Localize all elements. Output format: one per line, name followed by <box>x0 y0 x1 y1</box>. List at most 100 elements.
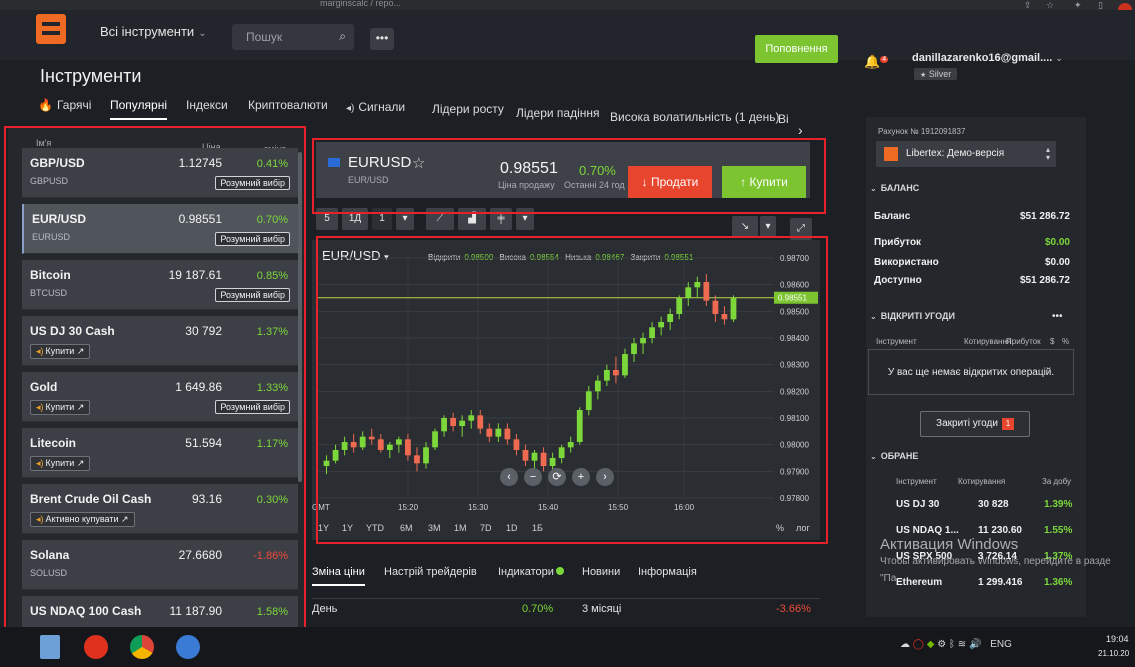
open-trades-header[interactable]: ⌄ ВІДКРИТІ УГОДИ <box>870 311 955 321</box>
browser-icon[interactable] <box>176 635 200 659</box>
all-instruments-dropdown[interactable]: Всі інструменти ⌄ <box>100 24 207 39</box>
notepad-icon[interactable] <box>40 635 60 659</box>
chrome-icon[interactable] <box>130 635 154 659</box>
reset-zoom-icon[interactable]: ⟳ <box>548 468 566 486</box>
smart-choice-button[interactable]: Розумний вибір <box>215 232 290 246</box>
draw-tool-icon[interactable]: ↘ <box>732 216 758 238</box>
balance-header[interactable]: ⌄ БАЛАНС <box>870 183 919 193</box>
instrument-row[interactable]: EUR/USD EURUSD 0.98551 0.70% Розумний вибір <box>22 204 298 254</box>
open-col-dollar[interactable]: $ <box>1050 337 1055 346</box>
deposit-button[interactable]: Поповнення <box>755 35 838 63</box>
favorite-row[interactable]: US NDAQ 1... 11 230.60 1.55% <box>896 525 1074 543</box>
range-1b[interactable]: 1Б <box>532 523 543 533</box>
tab-hot[interactable]: 🔥 Гарячі <box>38 98 91 112</box>
tab-news[interactable]: Новини <box>582 566 621 578</box>
tab-indicators[interactable]: Індикатори <box>498 566 564 578</box>
favorite-row[interactable]: Ethereum 1 299.416 1.36% <box>896 577 1074 595</box>
trend-up-icon: ↗ <box>121 514 129 524</box>
instrument-row[interactable]: US DJ 30 Cash 30 792 1.37% ◂) Купити ↗ <box>22 316 298 366</box>
zoom-in-icon[interactable]: + <box>572 468 590 486</box>
range-ytd[interactable]: YTD <box>366 523 384 533</box>
range-3m[interactable]: 3M <box>428 523 441 533</box>
steam-icon[interactable]: ⚙ <box>937 639 947 650</box>
instrument-row[interactable]: Brent Crude Oil Cash 93.16 0.30% ◂) Активно … <box>22 484 298 534</box>
volume-icon[interactable]: 🔊 <box>968 639 982 650</box>
instrument-row[interactable]: Solana SOLUSD 27.6680 -1.86% <box>22 540 298 590</box>
scroll-left-icon[interactable]: ‹ <box>500 468 518 486</box>
tab-price-change[interactable]: Зміна ціни <box>312 566 365 586</box>
scroll-right-icon[interactable]: › <box>596 468 614 486</box>
user-email[interactable]: danillazarenko16@gmail.... ⌄ <box>912 52 1063 64</box>
share-icon[interactable]: ⇪ <box>1024 0 1032 10</box>
favorite-quote: 1 299.416 <box>978 577 1023 588</box>
opera-icon[interactable] <box>84 635 108 659</box>
bell-icon[interactable]: 🔔 4 <box>864 54 889 69</box>
range-6m[interactable]: 6M <box>400 523 413 533</box>
favorites-header[interactable]: ⌄ ОБРАНЕ <box>870 451 918 461</box>
range-1y-b[interactable]: 1Y <box>342 523 354 533</box>
tab-trader-sentiment[interactable]: Настрій трейдерів <box>384 566 477 578</box>
favorite-star-icon[interactable]: ☆ <box>412 155 426 172</box>
url-text[interactable]: marginscalc / repo... <box>320 0 402 8</box>
tab-high-volatility[interactable]: Висока волатильність (1 день) <box>610 110 780 124</box>
instrument-row[interactable]: Gold 1 649.86 1.33% Розумний вибір ◂) Купити … <box>22 372 298 422</box>
favorite-row[interactable]: US DJ 30 30 828 1.39% <box>896 499 1074 517</box>
buy-button[interactable]: ↑ Купити <box>722 166 806 198</box>
clock-date[interactable]: 21.10.20 <box>1098 649 1130 658</box>
open-trades-more[interactable]: ••• <box>1052 311 1063 322</box>
buy-signal-tag[interactable]: ◂) Купити ↗ <box>30 400 91 415</box>
extensions-icon[interactable]: ✦ <box>1074 0 1082 10</box>
smart-choice-button[interactable]: Розумний вибір <box>215 400 290 414</box>
tab-signals[interactable]: ◂) Сигнали <box>346 100 405 114</box>
sidepanel-icon[interactable]: ▯ <box>1098 0 1103 10</box>
list-scrollbar[interactable] <box>298 152 302 482</box>
search-input[interactable]: Пошук ⌕ <box>232 24 354 50</box>
tab-info[interactable]: Інформація <box>638 566 697 578</box>
fullscreen-icon[interactable]: ⤢ <box>790 218 812 240</box>
instrument-row[interactable]: Litecoin 51.594 1.17% ◂) Купити ↗ <box>22 428 298 478</box>
tab-fall-leaders[interactable]: Лідери падіння <box>516 106 600 120</box>
nvidia-icon[interactable]: ◆ <box>926 639 935 650</box>
chevron-down-icon[interactable]: ▾ <box>760 216 776 238</box>
libertex-logo[interactable] <box>36 14 66 44</box>
buy-signal-tag[interactable]: ◂) Купити ↗ <box>30 456 91 471</box>
closed-trades-button[interactable]: Закриті угоди 1 <box>920 411 1030 437</box>
instrument-row[interactable]: Bitcoin BTCUSD 19 187.61 0.85% Розумний вибі… <box>22 260 298 310</box>
zoom-out-icon[interactable]: − <box>524 468 542 486</box>
language-indicator[interactable]: ENG <box>990 639 1012 650</box>
account-select[interactable]: Libertex: Демо-версія ▴ ▾ <box>876 141 1056 167</box>
open-col-percent[interactable]: % <box>1062 337 1070 346</box>
cloud-icon[interactable]: ☁ <box>900 639 910 650</box>
sell-button[interactable]: ↓ Продати <box>628 166 712 198</box>
bluetooth-icon[interactable]: ᛒ <box>949 639 955 650</box>
wifi-icon[interactable]: ≋ <box>957 639 967 650</box>
chart-symbol-dropdown[interactable]: EUR/USD ▾ <box>322 248 389 263</box>
tab-indices[interactable]: Індекси <box>186 98 228 112</box>
fav-col-instrument: Інструмент <box>896 477 937 486</box>
all-instruments-label: Всі інструменти <box>100 24 195 39</box>
range-1m[interactable]: 1M <box>454 523 467 533</box>
range-7d[interactable]: 7D <box>480 523 492 533</box>
scale-log[interactable]: лог <box>796 523 810 533</box>
tab-popular[interactable]: Популярні <box>110 98 167 120</box>
smart-choice-button[interactable]: Розумний вибір <box>215 176 290 190</box>
price-chart[interactable]: EUR/USD ▾ Відкрити 0.98500 Висока 0.98554 … <box>312 240 820 540</box>
clock-time[interactable]: 19:04 <box>1106 634 1129 644</box>
tab-growth-leaders[interactable]: Лідери росту <box>432 102 504 116</box>
bookmark-star-icon[interactable]: ☆ <box>1046 0 1055 10</box>
more-button[interactable]: ••• <box>370 28 394 50</box>
instrument-row[interactable]: GBP/USD GBPUSD 1.12745 0.41% Розумний вибір <box>22 148 298 198</box>
scale-percent[interactable]: % <box>776 523 785 533</box>
range-1y-a[interactable]: 1Y <box>318 523 330 533</box>
candle-body <box>495 428 502 437</box>
smart-choice-button[interactable]: Розумний вибір <box>215 288 290 302</box>
buy-signal-tag[interactable]: ◂) Активно купувати ↗ <box>30 512 135 527</box>
favorite-row[interactable]: US SPX 500 3 726.14 1.37% <box>896 551 1074 569</box>
buy-signal-tag[interactable]: ◂) Купити ↗ <box>30 344 91 359</box>
tab-crypto[interactable]: Криптовалюти <box>248 98 328 112</box>
instrument-price: 1.12745 <box>178 156 222 170</box>
tabs-scroll-right-icon[interactable]: › <box>798 122 803 138</box>
tab-more[interactable]: Ві <box>778 112 789 126</box>
opera-tray-icon[interactable]: ◯ <box>912 639 924 650</box>
range-1d[interactable]: 1D <box>506 523 518 533</box>
